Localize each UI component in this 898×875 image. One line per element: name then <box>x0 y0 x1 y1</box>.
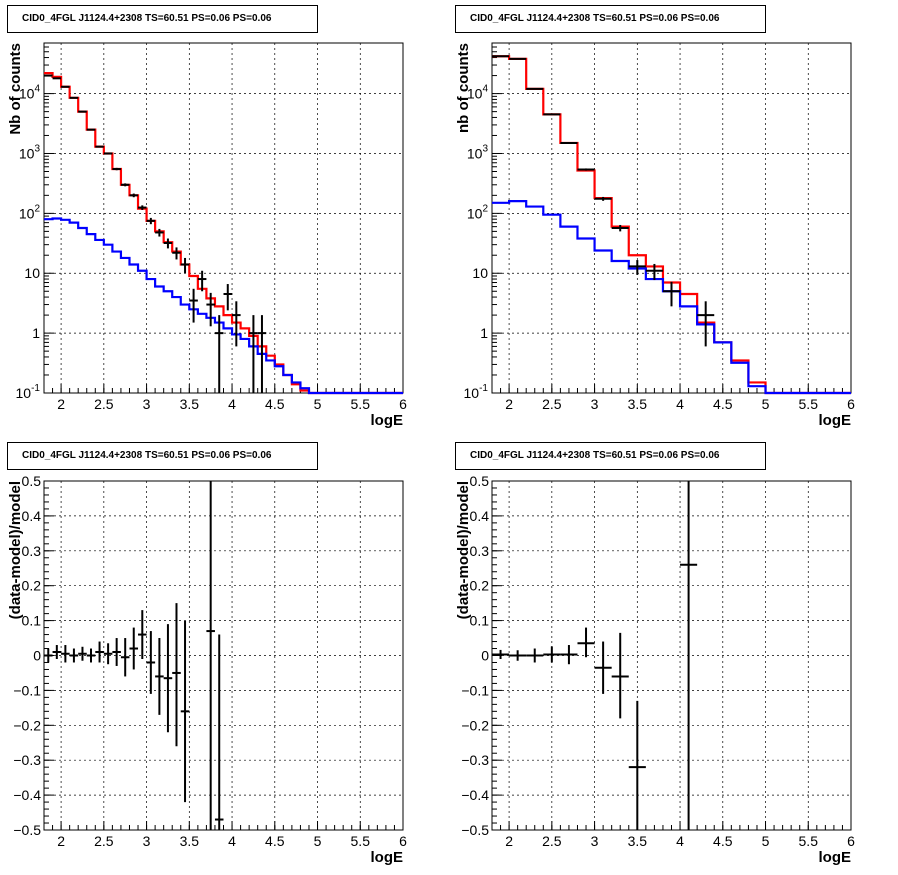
x-axis-title: logE <box>371 849 404 866</box>
y-tick-label: 0.3 <box>22 543 42 559</box>
x-tick-label: 6 <box>847 833 855 849</box>
x-axis-title: logE <box>819 412 852 429</box>
y-tick-label: 102 <box>19 203 41 221</box>
panel-3: 2 2.5 3 3.5 4 4.5 5 5.5 6 −0.5 −0.4 −0.3 −0.2 −0.1 0 0.… <box>455 473 855 866</box>
x-tick-label: 2 <box>57 396 65 412</box>
y-tick-label: 0.2 <box>22 578 42 594</box>
panel-title-top-left: CID0_4FGL J1124.4+2308 TS=60.51 PS=0.06 … <box>7 5 318 33</box>
y-tick-label: −0.2 <box>461 717 489 733</box>
x-tick-label: 5 <box>762 396 770 412</box>
x-tick-label: 3 <box>143 833 151 849</box>
y-tick-label: 0.2 <box>470 578 490 594</box>
y-tick-label: 10 <box>472 265 488 281</box>
y-tick-label: 0.4 <box>470 508 490 524</box>
x-tick-label: 6 <box>399 833 407 849</box>
y-tick-label: −0.4 <box>13 787 41 803</box>
plot-frame <box>43 42 404 394</box>
x-axis-title: logE <box>819 849 852 866</box>
y-axis-title: (data-model)/model <box>7 481 24 619</box>
y-axis-title: Nb of counts <box>7 43 24 135</box>
panel-2: 2 2.5 3 3.5 4 4.5 5 5.5 6 −0.5 −0.4 −0.3 −0.2 −0.1 0 0.… <box>7 473 407 866</box>
x-tick-label: 4 <box>676 396 684 412</box>
x-tick-label: 3 <box>143 396 151 412</box>
red-step-histogram <box>44 71 403 395</box>
x-tick-label: 6 <box>399 396 407 412</box>
x-tick-label: 2.5 <box>94 396 114 412</box>
x-tick-label: 6 <box>847 396 855 412</box>
panel-1: 2 2.5 3 3.5 4 4.5 5 5.5 6 10-1 1 10 102 103 104 logE nb … <box>455 42 855 429</box>
x-tick-label: 3.5 <box>180 396 200 412</box>
y-tick-label: 10 <box>24 265 40 281</box>
y-tick-label: 0.5 <box>470 473 490 489</box>
y-tick-label: −0.3 <box>461 752 489 768</box>
x-tick-label: 2.5 <box>542 833 562 849</box>
x-tick-label: 5.5 <box>799 833 819 849</box>
panel-0: 2 2.5 3 3.5 4 4.5 5 5.5 6 10-1 1 10 102 103 104 logE Nb … <box>7 42 407 429</box>
x-tick-label: 4.5 <box>265 833 285 849</box>
x-tick-label: 2.5 <box>94 833 114 849</box>
y-tick-label: 1 <box>480 325 488 341</box>
x-tick-label: 2 <box>505 833 513 849</box>
y-tick-label: −0.2 <box>13 717 41 733</box>
y-tick-label: 103 <box>467 143 489 161</box>
y-tick-label: 102 <box>467 203 489 221</box>
y-tick-label: 10-1 <box>464 383 489 401</box>
y-tick-label: 0.4 <box>22 508 42 524</box>
x-tick-label: 4 <box>228 833 236 849</box>
panel-title-top-right: CID0_4FGL J1124.4+2308 TS=60.51 PS=0.06 … <box>455 5 766 33</box>
y-tick-label: −0.1 <box>13 682 41 698</box>
red-step-histogram <box>492 55 851 395</box>
y-tick-label: 0 <box>481 648 489 664</box>
x-tick-label: 3.5 <box>628 396 648 412</box>
panel-title-bottom-left: CID0_4FGL J1124.4+2308 TS=60.51 PS=0.06 … <box>7 442 318 470</box>
x-tick-label: 5.5 <box>799 396 819 412</box>
blue-step-histogram <box>44 217 403 395</box>
plot-frame <box>491 42 852 394</box>
y-tick-label: 1 <box>32 325 40 341</box>
x-tick-label: 5 <box>314 396 322 412</box>
y-tick-label: 0 <box>33 648 41 664</box>
plot-frame <box>491 480 852 831</box>
x-tick-label: 5.5 <box>351 396 371 412</box>
y-tick-label: 104 <box>467 84 489 102</box>
x-tick-label: 4.5 <box>713 833 733 849</box>
y-tick-label: 0.5 <box>22 473 42 489</box>
x-tick-label: 5 <box>314 833 322 849</box>
y-tick-label: −0.5 <box>13 822 41 838</box>
y-axis-title: nb of counts <box>455 43 472 133</box>
y-tick-label: 104 <box>19 84 41 102</box>
panel-title-bottom-right: CID0_4FGL J1124.4+2308 TS=60.51 PS=0.06 … <box>455 442 766 470</box>
y-tick-label: 0.3 <box>470 543 490 559</box>
x-tick-label: 4 <box>228 396 236 412</box>
y-tick-label: −0.1 <box>461 682 489 698</box>
y-tick-label: 103 <box>19 143 41 161</box>
y-tick-label: 0.1 <box>470 613 490 629</box>
x-axis-title: logE <box>371 412 404 429</box>
y-axis-title: (data-model)/model <box>455 481 472 619</box>
y-tick-label: 10-1 <box>16 383 41 401</box>
x-tick-label: 4 <box>676 833 684 849</box>
x-tick-label: 5 <box>762 833 770 849</box>
y-tick-label: −0.5 <box>461 822 489 838</box>
y-tick-label: −0.3 <box>13 752 41 768</box>
x-tick-label: 5.5 <box>351 833 371 849</box>
x-tick-label: 3.5 <box>628 833 648 849</box>
y-tick-label: 0.1 <box>22 613 42 629</box>
x-tick-label: 2 <box>505 396 513 412</box>
x-tick-label: 2.5 <box>542 396 562 412</box>
x-tick-label: 4.5 <box>713 396 733 412</box>
x-tick-label: 3 <box>591 396 599 412</box>
x-tick-label: 4.5 <box>265 396 285 412</box>
y-tick-label: −0.4 <box>461 787 489 803</box>
x-tick-label: 2 <box>57 833 65 849</box>
x-tick-label: 3 <box>591 833 599 849</box>
x-tick-label: 3.5 <box>180 833 200 849</box>
